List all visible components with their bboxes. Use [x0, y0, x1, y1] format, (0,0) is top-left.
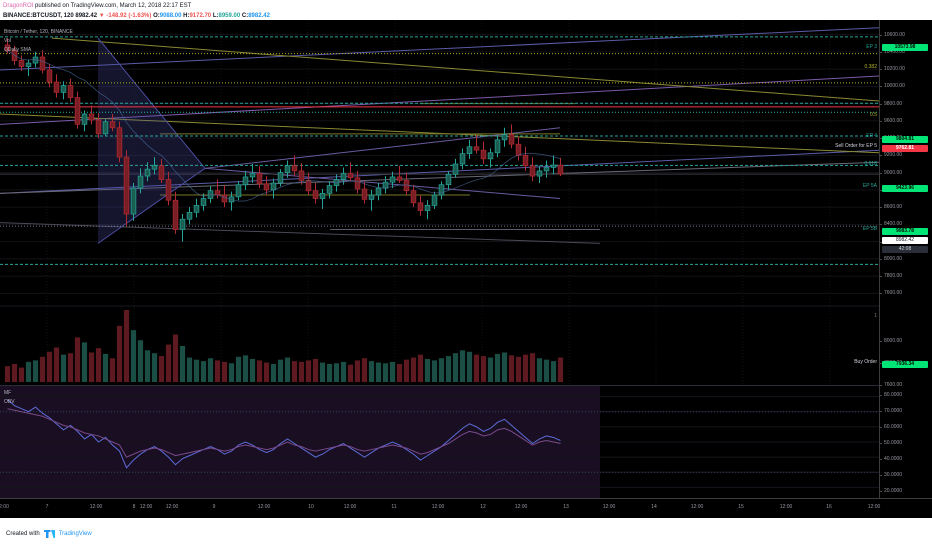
time-axis-tick: 12:00 [779, 504, 793, 510]
open-label: O: [153, 13, 160, 19]
down-arrow-icon: ▼ [98, 13, 105, 19]
price-axis-tick: 8000.00 [879, 255, 903, 262]
time-axis-tick: 8 [132, 504, 136, 510]
time-axis-tick: 12:00 [514, 504, 528, 510]
label-fib-0382[interactable]: 0.382 [864, 64, 877, 70]
label-fib-1[interactable]: 1 [874, 313, 877, 319]
label-ep5b[interactable]: EP 5B [862, 226, 877, 232]
price-axis-tick: 9000.00 [879, 169, 903, 176]
time-axis-tick: 15 [738, 504, 744, 510]
buy-order-price-tag[interactable]: 7936.34 [882, 361, 928, 368]
price-plot [0, 20, 879, 385]
oscillator-axis-tick: 20.0000 [879, 488, 903, 494]
price-axis-tick: 8400.00 [879, 221, 903, 228]
oscillator-axis-tick: 80.0000 [879, 392, 903, 398]
time-axis-tick: 14 [651, 504, 657, 510]
time-axis-tick: 12:00 [257, 504, 271, 510]
label-sell-order-ep5[interactable]: Sell Order for EP 5 [835, 143, 877, 149]
pane-divider-1 [0, 385, 879, 386]
publish-info: published on TradingView.com, March 12, … [35, 3, 192, 9]
low-value: 8959.00 [218, 13, 241, 19]
price-pane-legend: Bitcoin / Tether, 120, BINANCE Vol QDail… [4, 28, 73, 55]
price-change: -148.92 (-1.63%) [106, 13, 152, 19]
ep4-price-tag[interactable]: 9804.81 [882, 136, 928, 143]
symbol-quote-line: BINANCE:BTCUSDT, 120 8982.42 ▼ -148.92 (… [3, 12, 932, 21]
footer: Created with TradingView [0, 518, 932, 550]
legend-volume[interactable]: Vol [4, 38, 11, 44]
high-label: H: [183, 13, 190, 19]
created-with-label: Created with [6, 531, 40, 537]
time-axis-tick: 11 [391, 504, 397, 510]
time-axis-tick: 9 [212, 504, 216, 510]
ep3-price-tag[interactable]: 10573.98 [882, 44, 928, 51]
time-axis-tick: 13 [563, 504, 569, 510]
close-label: C: [241, 13, 249, 19]
oscillator-axis-tick: 70.0000 [879, 408, 903, 414]
price-axis-tick: 9800.00 [879, 100, 903, 107]
price-axis-tick: 8000.00 [879, 338, 903, 344]
time-axis-tick: 12:00 [89, 504, 103, 510]
time-axis-tick: 12:00 [343, 504, 357, 510]
open-value: 9088.00 [159, 13, 182, 19]
time-axis-tick: 12:00 [690, 504, 704, 510]
label-fib-0618[interactable]: 0.618 [864, 161, 877, 167]
tradingview-brand-label[interactable]: TradingView [58, 531, 92, 537]
label-ep4[interactable]: EP 4 [866, 133, 877, 139]
price-axis-tick: 10600.00 [880, 31, 905, 38]
time-axis-tick: 12:00 [165, 504, 179, 510]
oscillator-legend: MF OBV [4, 389, 15, 407]
time-axis-tick: 10 [308, 504, 314, 510]
last-price: 8982.42 [75, 13, 98, 19]
oscillator-plot [0, 386, 879, 498]
time-axis-tick: 16 [826, 504, 832, 510]
publish-line: DragonROI published on TradingView.com, … [3, 2, 932, 11]
ep5a-price-tag[interactable]: 9423.96 [882, 185, 928, 192]
time-axis-tick: 12:00 [431, 504, 445, 510]
price-axis-tick: 10400.00 [880, 48, 905, 55]
oscillator-axis-tick: 60.0000 [879, 424, 903, 430]
time-axis-tick: 12 [480, 504, 486, 510]
oscillator-axis-tick: 40.0000 [879, 456, 903, 462]
price-pane[interactable]: Bitcoin / Tether, 120, BINANCE Vol QDail… [0, 20, 879, 385]
author-name[interactable]: DragonROI [3, 3, 34, 9]
oscillator-pane[interactable]: MF OBV [0, 386, 879, 498]
label-buy-order[interactable]: Buy Order [854, 359, 877, 365]
chart-canvas[interactable]: Bitcoin / Tether, 120, BINANCE Vol QDail… [0, 20, 932, 518]
label-ep3[interactable]: EP 3 [866, 44, 877, 50]
legend-sma[interactable]: QDaily SMA [4, 47, 32, 53]
time-axis-tick: 12:00 [139, 504, 153, 510]
high-value: 9172.70 [189, 13, 212, 19]
close-value: 8982.42 [248, 13, 270, 19]
time-axis-tick: 7 [45, 504, 49, 510]
price-axis-tick: 7600.00 [879, 382, 903, 388]
last-price-tag[interactable]: 8982.42 [882, 237, 928, 244]
ep5b-price-tag[interactable]: 9083.78 [882, 228, 928, 235]
symbol-label[interactable]: BINANCE:BTCUSDT, 120 [3, 13, 74, 19]
label-ep5a[interactable]: EP 5A [862, 183, 877, 189]
legend-mf[interactable]: MF [4, 390, 12, 396]
legend-obv[interactable]: OBV [4, 399, 15, 405]
price-axis-tick: 8600.00 [879, 204, 903, 211]
time-axis[interactable]: 2:00 12:00 7 12:00 8 12:00 9 12:00 10 12:00 11 12:0… [0, 498, 932, 518]
time-axis-tick: 12:00 [867, 504, 881, 510]
price-axis-tick: 9600.00 [879, 117, 903, 124]
tradingview-logo-icon [43, 530, 55, 538]
oscillator-axis-tick: 30.0000 [879, 472, 903, 478]
oscillator-axis-tick: 50.0000 [879, 440, 903, 446]
label-fib-05[interactable]: 0.5 [870, 112, 877, 118]
price-axis-tick: 10200.00 [880, 66, 905, 73]
sell-order-ep5-price-tag[interactable]: 9762.81 [882, 145, 928, 152]
price-axis[interactable]: 10600.00 10400.00 10200.00 10000.00 9800.00 9… [879, 20, 932, 498]
price-axis-tick: 9200.00 [879, 152, 903, 159]
chart-header: DragonROI published on TradingView.com, … [0, 0, 932, 20]
countdown-tag[interactable]: 42:08 [882, 246, 928, 253]
price-axis-tick: 10000.00 [880, 83, 905, 90]
low-label: L: [212, 13, 219, 19]
time-axis-tick: 2:00 [0, 504, 9, 510]
time-axis-tick: 12:00 [602, 504, 616, 510]
price-axis-tick: 7800.00 [879, 273, 903, 280]
price-axis-tick: 7600.00 [879, 290, 903, 297]
legend-symbol[interactable]: Bitcoin / Tether, 120, BINANCE [4, 29, 73, 35]
